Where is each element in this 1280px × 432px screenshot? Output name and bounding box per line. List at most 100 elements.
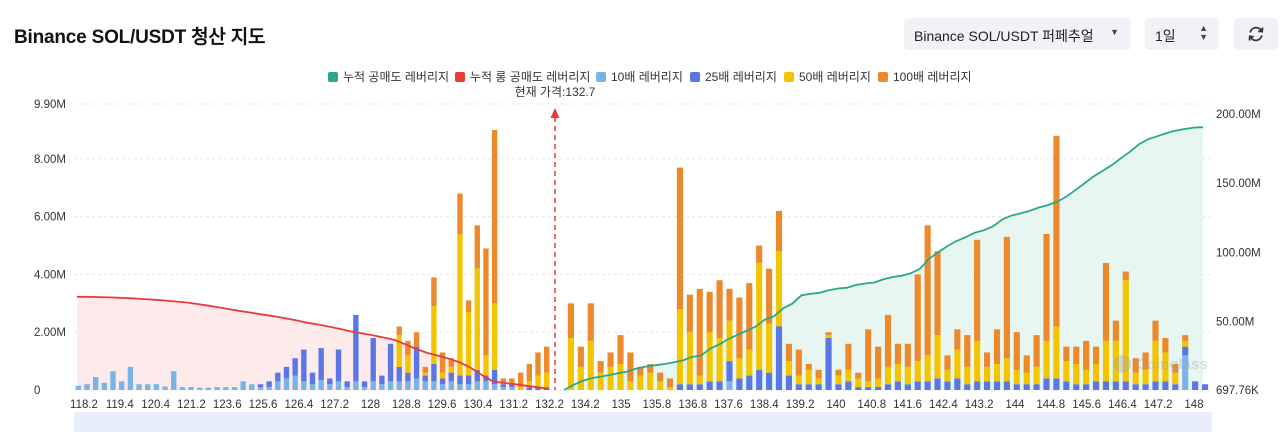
bar-50x xyxy=(964,366,971,385)
bar-25x xyxy=(405,372,411,382)
bar-50x xyxy=(944,369,951,382)
bar-100x xyxy=(439,352,446,373)
bar-100x xyxy=(1013,332,1020,370)
bar-50x xyxy=(607,366,614,390)
bar-25x xyxy=(491,369,498,385)
bar-10x xyxy=(136,384,142,390)
bar-50x xyxy=(448,366,454,373)
bar-10x xyxy=(240,381,246,390)
bar-25x xyxy=(954,378,961,390)
refresh-button[interactable] xyxy=(1234,18,1278,50)
bar-25x xyxy=(785,375,792,390)
bar-100x xyxy=(855,372,862,379)
bar-25x xyxy=(509,384,515,388)
bar-10x xyxy=(127,366,134,390)
bar-25x xyxy=(1033,384,1040,390)
bar-100x xyxy=(676,167,684,310)
current-price-arrow xyxy=(550,108,560,118)
bar-25x xyxy=(706,381,713,390)
bar-50x xyxy=(924,355,931,382)
bar-100x xyxy=(457,193,463,234)
bar-100x xyxy=(785,343,792,362)
bar-50x xyxy=(736,358,743,379)
y-right-tick: 200.00M xyxy=(1216,109,1261,121)
bar-25x xyxy=(283,366,290,379)
bar-50x xyxy=(984,366,991,382)
bar-50x xyxy=(1053,326,1060,379)
bar-100x xyxy=(756,245,763,263)
bar-25x xyxy=(318,348,324,380)
chart-axes: 0 2.00M 4.00M 6.00M 8.00M 9.90M 697.76K 50.00M 1… xyxy=(34,99,1261,411)
bar-50x xyxy=(627,381,634,390)
bar-50x xyxy=(396,335,402,367)
bar-100x xyxy=(597,361,604,373)
chart-range-scroller[interactable] xyxy=(74,412,1212,432)
bar-100x xyxy=(815,369,822,379)
bar-10x xyxy=(197,387,203,390)
bar-25x xyxy=(746,375,753,390)
bar-25x xyxy=(944,381,951,390)
bar-25x xyxy=(1063,381,1070,390)
current-price-label: 현재 가격:132.7 xyxy=(515,85,596,99)
range-select[interactable]: 1일 ▲ ▼ xyxy=(1145,18,1219,50)
bar-25x xyxy=(413,346,420,379)
legend-swatch xyxy=(596,72,606,82)
watermark: Coinglass xyxy=(1113,355,1208,373)
bar-100x xyxy=(686,294,693,333)
bar-100x xyxy=(934,251,941,336)
x-tick: 126.4 xyxy=(284,399,313,411)
bar-50x xyxy=(1162,352,1169,382)
bar-10x xyxy=(283,378,290,390)
bar-10x xyxy=(422,381,428,390)
bar-100x xyxy=(706,291,713,333)
bar-25x xyxy=(964,384,971,390)
bar-10x xyxy=(327,384,333,390)
bar-100x xyxy=(396,326,402,336)
bar-10x xyxy=(153,384,160,390)
bar-25x xyxy=(924,381,931,390)
bar-100x xyxy=(543,346,550,373)
caret-down-icon: ▼ xyxy=(1110,27,1119,37)
bar-50x xyxy=(526,381,533,388)
bar-100x xyxy=(647,364,654,373)
bar-50x xyxy=(637,375,644,390)
y-right-tick: 697.76K xyxy=(1216,385,1259,397)
bar-10x xyxy=(491,384,498,390)
bar-50x xyxy=(1102,340,1110,382)
x-tick: 140 xyxy=(826,399,845,411)
legend-label: 100배 레버리지 xyxy=(893,70,972,84)
bar-25x xyxy=(736,378,743,390)
y-left-tick: 4.00M xyxy=(34,269,66,281)
bar-25x xyxy=(474,369,480,382)
long-cum-area xyxy=(77,296,548,390)
bar-25x xyxy=(309,372,316,385)
bar-10x xyxy=(301,381,307,390)
bar-25x xyxy=(1152,381,1159,390)
market-select[interactable]: Binance SOL/USDT 퍼페추얼 ▼ xyxy=(904,18,1131,50)
bar-100x xyxy=(1003,236,1010,359)
bar-25x xyxy=(1053,378,1060,390)
bar-50x xyxy=(865,381,872,388)
bar-25x xyxy=(696,384,703,390)
bar-10x xyxy=(101,382,108,390)
bar-100x xyxy=(405,340,411,356)
bar-25x xyxy=(448,372,454,382)
bar-25x xyxy=(825,338,832,390)
bar-10x xyxy=(205,387,212,390)
bar-50x xyxy=(597,372,604,390)
bar-100x xyxy=(1102,262,1110,341)
bar-25x xyxy=(1182,346,1189,356)
bar-50x xyxy=(1033,366,1040,385)
bar-100x xyxy=(875,346,882,379)
bar-10x xyxy=(214,387,220,390)
bar-25x xyxy=(1201,384,1209,390)
bar-100x xyxy=(914,274,921,362)
bar-100x xyxy=(491,130,498,304)
bar-25x xyxy=(335,349,342,382)
bar-25x xyxy=(439,378,446,385)
bar-50x xyxy=(785,361,792,376)
bar-100x xyxy=(517,372,524,388)
bar-10x xyxy=(162,386,168,390)
bar-100x xyxy=(526,364,533,382)
bar-10x xyxy=(249,384,255,390)
